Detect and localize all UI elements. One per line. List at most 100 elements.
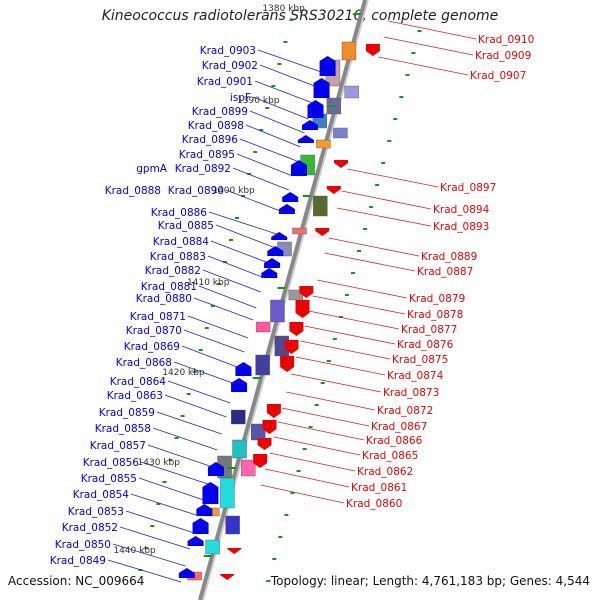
right-label-connector	[264, 468, 350, 488]
left-label-connector	[215, 224, 274, 248]
reverse-gene-arrow	[280, 356, 295, 372]
right-gene-label: Krad_0867	[371, 421, 427, 433]
right-gene-label: Krad_0876	[397, 339, 454, 351]
left-gene-label: Krad_0880	[136, 293, 192, 305]
forward-gene-arrow	[313, 78, 330, 98]
annotation-block	[225, 515, 240, 535]
left-gene-label: Krad_0883	[150, 251, 206, 263]
right-label-connector	[295, 356, 386, 376]
right-gene-label: Krad_0875	[392, 354, 448, 366]
right-label-connector	[341, 190, 432, 210]
annotation-block	[292, 227, 307, 235]
right-gene-label: Krad_0874	[387, 370, 444, 382]
right-gene-label: Krad_0873	[383, 387, 439, 399]
right-gene-label: Krad_0866	[366, 435, 423, 447]
forward-gene-arrow	[278, 204, 295, 214]
annotation-block	[313, 195, 328, 217]
left-label-connector	[173, 361, 236, 385]
left-label-connector	[193, 297, 254, 321]
right-label-connector	[281, 407, 370, 427]
left-gene-label: Krad_0886	[151, 207, 208, 219]
forward-gene-arrow	[307, 100, 324, 118]
right-gene-label: Krad_0878	[407, 309, 463, 321]
right-label-connector	[388, 20, 477, 40]
forward-gene-arrow	[291, 160, 307, 176]
right-label-connector	[304, 325, 396, 345]
reverse-gene-arrow	[365, 44, 380, 56]
right-label-connector	[312, 295, 406, 315]
left-gene-label: Krad_0895	[179, 149, 235, 161]
right-gene-label: Krad_0907	[470, 70, 526, 82]
left-gene-label: Krad_0885	[158, 220, 214, 232]
left-label-connector	[208, 211, 277, 235]
annotation-block	[255, 321, 271, 333]
left-label-connector	[147, 444, 213, 468]
annotation-block	[220, 477, 235, 509]
genome-title: Kineococcus radiotolerans SRS30216, comp…	[101, 8, 499, 24]
left-label-connector	[249, 110, 305, 134]
right-gene-label: Krad_0897	[440, 182, 496, 194]
forward-gene-arrow	[282, 192, 299, 202]
forward-gene-arrow	[271, 232, 288, 240]
right-gene-label: Krad_0887	[417, 266, 473, 278]
annotation-track	[187, 41, 359, 581]
forward-gene-arrow	[261, 268, 278, 278]
right-gene-label: Krad_0879	[409, 293, 465, 305]
right-gene-label: Krad_0893	[433, 221, 489, 233]
genome-summary-text: Topology: linear; Length: 4,761,183 bp; …	[270, 574, 590, 588]
left-label-connector	[210, 240, 269, 264]
left-label-connector	[207, 255, 265, 279]
forward-gene-arrow	[231, 378, 248, 392]
left-gene-label: Krad_0870	[126, 325, 182, 337]
right-gene-label: Krad_0860	[346, 498, 402, 510]
left-gene-label: ispF	[230, 92, 251, 104]
left-label-connector	[156, 411, 222, 435]
forward-gene-arrow	[302, 120, 318, 130]
left-label-connector	[239, 138, 297, 162]
right-label-connector	[277, 421, 365, 441]
right-label-connector	[336, 207, 432, 227]
left-gene-label: Krad_0899	[192, 106, 248, 118]
right-gene-label: Krad_0862	[357, 466, 413, 478]
forward-gene-arrow	[192, 518, 209, 534]
annotation-block	[344, 85, 359, 99]
forward-gene-arrow	[207, 462, 224, 476]
left-gene-label: Krad_0882	[145, 265, 201, 277]
forward-gene-arrow	[187, 536, 204, 546]
left-gene-label: Krad_0863	[107, 390, 163, 402]
right-label-connector	[260, 484, 345, 504]
right-label-connector	[316, 279, 408, 299]
left-label-connector	[140, 461, 209, 485]
left-label-connector	[232, 167, 289, 191]
left-gene-label: Krad_0849	[50, 555, 106, 567]
annotation-block	[316, 139, 331, 149]
left-label-connector	[236, 153, 293, 177]
left-gene-label: Krad_0902	[202, 60, 258, 72]
left-gene-label: Krad_0856	[83, 457, 140, 469]
reverse-gene-arrow	[289, 322, 304, 336]
right-label-connector	[300, 340, 391, 360]
left-label-connector	[112, 543, 186, 567]
annotation-block	[341, 41, 357, 61]
left-label-connector	[259, 64, 318, 88]
left-label-connector	[252, 96, 309, 120]
right-gene-label: Krad_0865	[362, 450, 418, 462]
left-label-connector	[125, 510, 195, 534]
kbp-ticks: 1380 kbp 1390 kbp 1400 kbp 1410 kbp 1420 kbp…	[113, 4, 422, 582]
reverse-gene-arrow	[315, 228, 330, 236]
left-gene-label: Krad_0898	[188, 120, 244, 132]
reverse-gene-arrow	[253, 454, 268, 468]
annotation-block	[232, 439, 247, 459]
left-label-connector	[119, 526, 191, 550]
gene-track	[178, 44, 380, 580]
right-gene-label: Krad_0889	[421, 251, 477, 263]
annotation-block	[205, 539, 220, 555]
left-gene-label: Krad_0890	[168, 185, 224, 197]
left-label-connector	[183, 329, 245, 353]
forward-gene-arrow	[267, 246, 284, 256]
right-label-connector	[286, 391, 376, 411]
kbp-tick-label: 1410 kbp	[187, 278, 230, 288]
left-gene-label: Krad_0871	[130, 311, 186, 323]
left-label-connector	[187, 315, 249, 339]
